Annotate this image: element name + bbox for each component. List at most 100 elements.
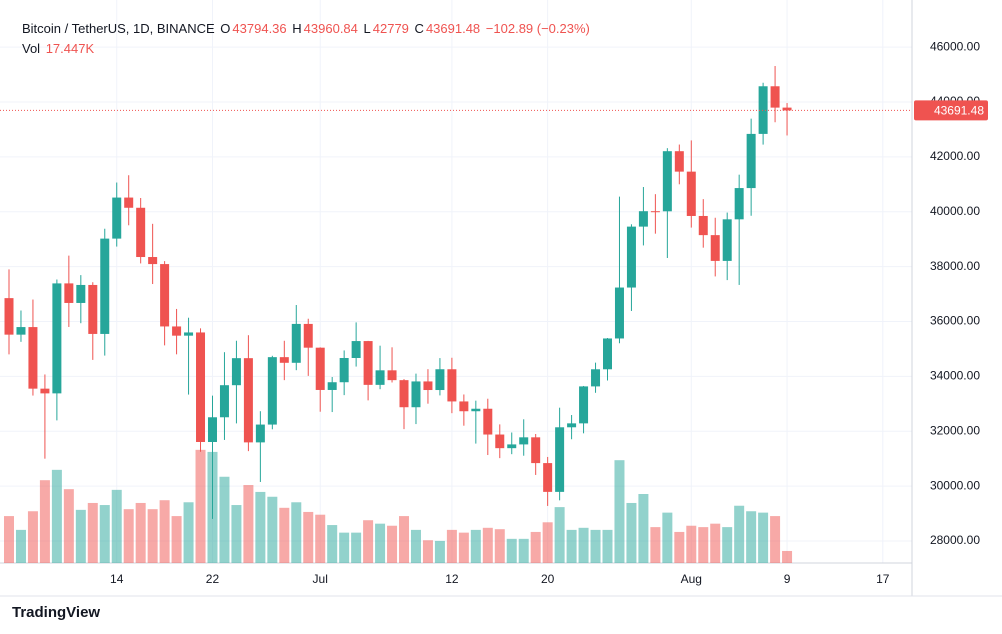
- candle-body: [686, 171, 696, 216]
- volume-bar: [291, 502, 302, 563]
- ohlc-label: H: [292, 21, 302, 36]
- candle-body: [351, 341, 361, 359]
- volume-bar: [327, 525, 338, 563]
- volume-bar: [135, 502, 146, 563]
- volume-bar: [650, 527, 661, 563]
- candle-body: [650, 211, 660, 213]
- volume-bar: [602, 529, 613, 563]
- candle-body: [64, 283, 74, 303]
- candle-body: [207, 417, 217, 442]
- candle-body: [172, 326, 182, 336]
- volume-bar: [698, 527, 709, 563]
- high-value: 43960.84: [303, 21, 358, 36]
- candle-body: [626, 226, 636, 288]
- volume-bar: [27, 511, 38, 563]
- candle-body: [603, 338, 612, 370]
- volume-bar: [315, 514, 326, 563]
- volume-bar: [446, 529, 457, 563]
- candle-body: [483, 408, 493, 435]
- volume-bar: [147, 509, 158, 563]
- candle-body: [782, 107, 792, 111]
- candle-body: [112, 197, 122, 239]
- volume-bar: [399, 516, 410, 563]
- candle-body: [124, 197, 134, 208]
- volume-bar: [231, 505, 242, 563]
- candle-body: [531, 437, 541, 464]
- y-tick-label: 40000.00: [930, 204, 980, 218]
- candle-body: [219, 385, 229, 418]
- x-tick-label: Jul: [313, 572, 328, 586]
- volume-bar: [518, 538, 529, 563]
- volume-bar: [267, 496, 278, 563]
- volume-bar: [710, 523, 721, 563]
- candle-body: [423, 381, 433, 391]
- volume-bar: [219, 476, 230, 563]
- volume-bar: [255, 491, 266, 563]
- brand[interactable]: TradingView: [12, 604, 100, 621]
- volume-bar: [554, 507, 565, 563]
- candle-body: [279, 357, 289, 363]
- volume-bar: [782, 550, 793, 563]
- volume-bar: [99, 505, 110, 563]
- y-tick-label: 34000.00: [930, 369, 980, 383]
- volume-bar: [530, 531, 541, 563]
- legend: Bitcoin / TetherUS, 1D, BINANCE O 43794.3…: [22, 19, 592, 59]
- candle-body: [4, 298, 14, 335]
- brand-text[interactable]: TradingView: [12, 604, 101, 621]
- x-tick-label: 17: [876, 572, 890, 586]
- vol-name: Vol: [22, 41, 41, 56]
- candle-body: [758, 86, 768, 134]
- volume-bar: [375, 523, 386, 563]
- x-tick-label: 9: [784, 572, 791, 586]
- volume-bar: [111, 489, 122, 563]
- candle-body: [567, 423, 577, 428]
- ohlc-label: O: [220, 21, 231, 36]
- candle-body: [243, 358, 253, 443]
- candle-body: [363, 341, 373, 385]
- volume-bar: [434, 540, 445, 563]
- y-tick-label: 36000.00: [930, 314, 980, 328]
- x-tick-label: 14: [110, 572, 124, 586]
- volume-bar: [63, 489, 74, 563]
- volume-bar: [482, 527, 493, 563]
- candle-body: [28, 327, 38, 389]
- candle-body: [698, 215, 708, 236]
- volume-bar: [363, 520, 374, 563]
- y-tick-label: 32000.00: [930, 423, 980, 437]
- candle-body: [447, 369, 457, 402]
- candle-body: [435, 369, 445, 391]
- price-tag: [914, 100, 988, 121]
- volume-bar: [422, 540, 433, 563]
- candle-body: [746, 133, 756, 189]
- candle-body: [579, 386, 589, 424]
- candle-body: [52, 283, 62, 394]
- volume-bar: [734, 505, 745, 563]
- volume-bar: [494, 529, 505, 563]
- candle-body: [507, 444, 517, 449]
- volume-bar: [686, 525, 697, 563]
- volume-bar: [39, 480, 50, 563]
- x-tick-label: 20: [541, 572, 555, 586]
- y-tick-label: 46000.00: [930, 39, 980, 53]
- volume-bar: [470, 529, 481, 563]
- volume-bar: [183, 502, 194, 563]
- volume-bar: [159, 500, 170, 563]
- volume-bar: [243, 485, 254, 563]
- volume-bar: [662, 512, 673, 563]
- candle-body: [591, 369, 601, 387]
- vol-value: 17.447K: [45, 41, 95, 56]
- candle-body: [327, 382, 337, 390]
- volume-bar: [614, 460, 625, 563]
- volume-bar: [15, 529, 26, 563]
- volume-bar: [195, 449, 206, 563]
- volume-bar: [578, 527, 589, 563]
- candle-body: [471, 408, 481, 412]
- candle-body: [136, 207, 146, 258]
- low-value: 42779: [372, 21, 409, 36]
- volume-bar: [75, 509, 86, 563]
- volume-bar: [770, 516, 781, 563]
- open-value: 43794.36: [232, 21, 287, 36]
- candle-body: [267, 357, 277, 425]
- candle-body: [100, 238, 110, 334]
